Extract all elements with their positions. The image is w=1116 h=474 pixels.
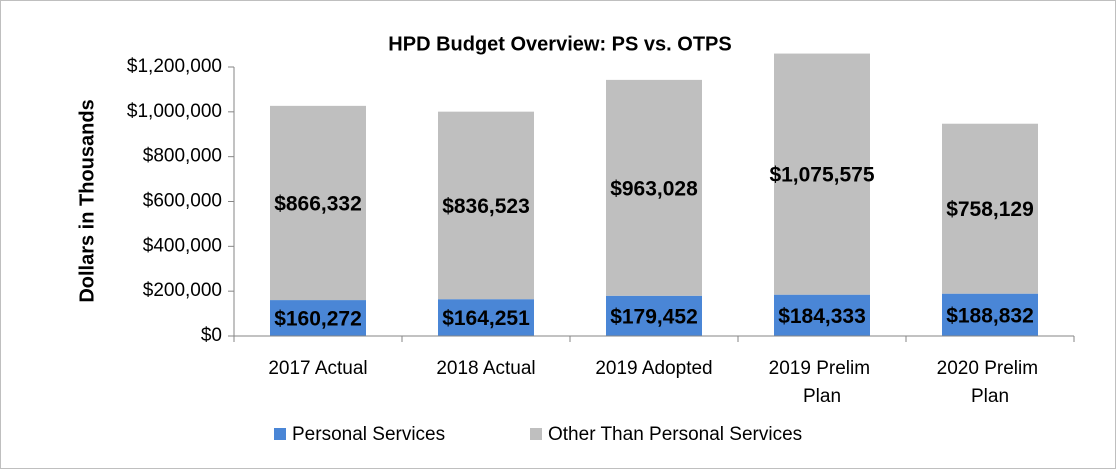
y-tick-label: $1,200,000	[127, 56, 222, 77]
legend-label: Personal Services	[292, 424, 445, 445]
y-tick-label: $200,000	[143, 280, 222, 301]
x-tick-label: 2019 Adopted	[595, 358, 712, 379]
value-label: $184,333	[778, 305, 866, 328]
value-label: $179,452	[610, 305, 698, 328]
value-label: $836,523	[442, 195, 530, 218]
bar-segment	[774, 294, 870, 336]
y-tick-label: $0	[201, 325, 222, 346]
value-label: $188,832	[946, 304, 1034, 327]
bar-segment	[774, 53, 870, 295]
bar-segment	[438, 111, 534, 300]
y-tick-label: $600,000	[143, 191, 222, 212]
legend-label: Other Than Personal Services	[548, 424, 802, 445]
value-label: $164,251	[442, 307, 530, 330]
x-tick-label: 2019 Prelim Plan	[769, 358, 876, 407]
value-label: $1,075,575	[769, 164, 874, 187]
bar-segment	[942, 123, 1038, 294]
x-tick-label: 2017 Actual	[268, 358, 367, 379]
legend-swatch	[530, 428, 542, 440]
y-axis-label: Dollars in Thousands	[76, 99, 98, 302]
bar-segment	[606, 79, 702, 296]
value-label: $963,028	[610, 177, 698, 200]
x-tick-label: 2018 Actual	[436, 358, 535, 379]
value-label: $160,272	[274, 308, 362, 331]
bar-segment	[942, 293, 1038, 336]
value-label: $866,332	[274, 193, 362, 216]
legend-swatch	[274, 428, 286, 440]
x-tick-label: 2020 Prelim Plan	[937, 358, 1044, 407]
y-tick-label: $400,000	[143, 235, 222, 256]
bar-segment	[606, 295, 702, 336]
y-tick-label: $800,000	[143, 146, 222, 167]
bar-segment	[270, 300, 366, 336]
bar-segment	[270, 105, 366, 301]
chart-title: HPD Budget Overview: PS vs. OTPS	[388, 33, 731, 55]
value-label: $758,129	[946, 198, 1034, 221]
y-tick-label: $1,000,000	[127, 101, 222, 122]
bar-segment	[438, 299, 534, 336]
